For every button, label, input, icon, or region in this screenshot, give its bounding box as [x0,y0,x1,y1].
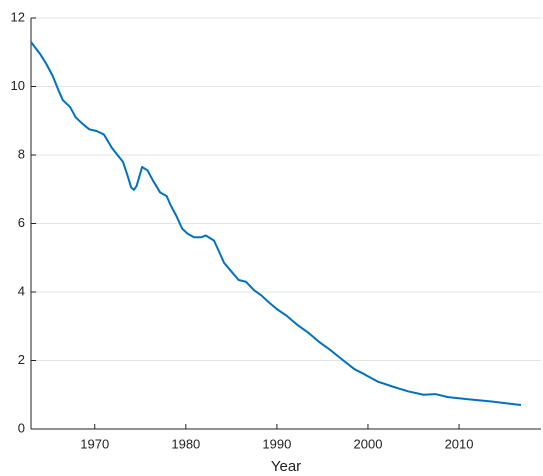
x-tick-label: 1980 [171,436,200,451]
x-tick-label: 1990 [262,436,291,451]
y-tick-label: 0 [18,420,25,435]
y-tick-label: 4 [18,283,25,298]
x-tick-label: 2000 [354,436,383,451]
y-tick-label: 2 [18,352,25,367]
x-tick-label: 2010 [445,436,474,451]
x-tick-label: 1970 [80,436,109,451]
y-tick-label: 12 [11,9,25,24]
y-tick-label: 10 [11,78,25,93]
line [30,41,522,407]
y-tick-label: 6 [18,215,25,230]
y-tick-label: 8 [18,146,25,161]
x-axis-label: Year [271,458,301,475]
